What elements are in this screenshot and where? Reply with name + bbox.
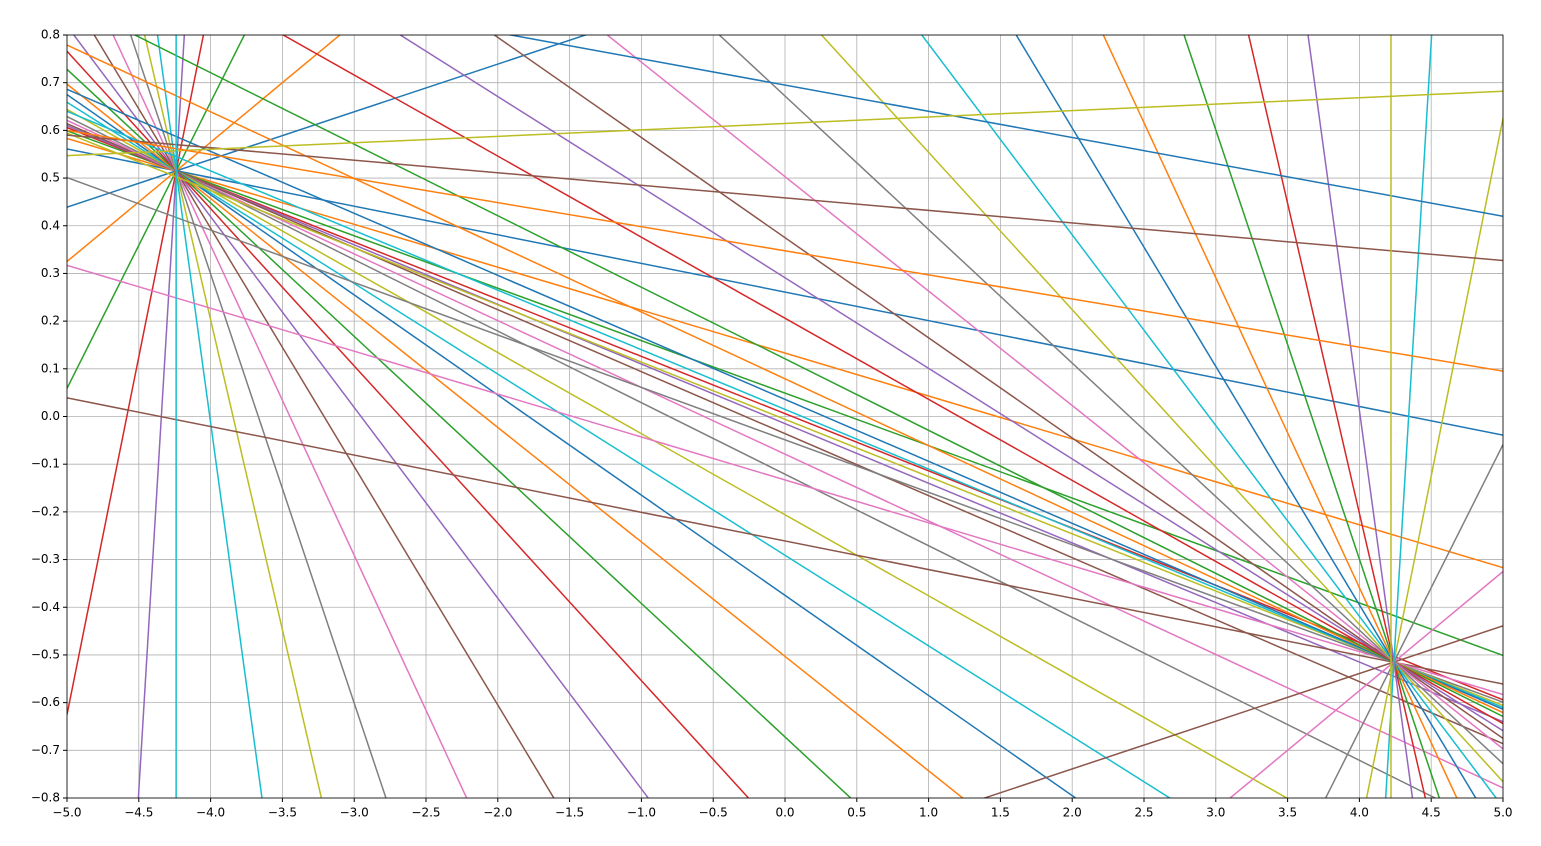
line [93, 35, 555, 798]
line [506, 35, 1503, 217]
line [112, 35, 468, 798]
y-tick-label: −0.6 [31, 695, 60, 709]
line [133, 35, 1503, 718]
x-tick-label: 0.5 [847, 806, 866, 820]
x-tick-label: −0.5 [699, 806, 728, 820]
line [67, 110, 1503, 709]
line [982, 625, 1503, 798]
y-tick-label: 0.4 [41, 218, 60, 232]
x-tick-label: −4.0 [196, 806, 225, 820]
line [1247, 35, 1427, 798]
x-tick-label: 4.5 [1422, 806, 1441, 820]
x-tick-label: 3.0 [1206, 806, 1225, 820]
x-tick-label: −2.5 [411, 806, 440, 820]
line [718, 35, 1503, 765]
line [129, 35, 387, 798]
line [67, 119, 1503, 789]
line [67, 130, 1503, 657]
line [67, 88, 1503, 710]
y-tick-label: −0.7 [31, 743, 60, 757]
line [67, 90, 1503, 157]
x-tick-label: −3.0 [340, 806, 369, 820]
y-tick-label: 0.7 [41, 75, 60, 89]
line [820, 35, 1503, 783]
y-tick-label: 0.5 [41, 171, 60, 185]
y-tick-label: −0.4 [31, 600, 60, 614]
line [67, 123, 1503, 745]
x-tick-label: −1.5 [555, 806, 584, 820]
y-tick-label: 0.6 [41, 123, 60, 137]
line [1183, 35, 1441, 798]
axes-frame [66, 34, 1504, 799]
y-tick-label: −0.1 [31, 457, 60, 471]
x-tick-label: 2.5 [1134, 806, 1153, 820]
line [67, 264, 1503, 696]
plot-area [67, 35, 1503, 798]
line [920, 35, 1498, 798]
x-tick-label: 0.0 [775, 806, 794, 820]
y-tick-label: −0.8 [31, 791, 60, 805]
line [67, 35, 588, 208]
x-tick-label: 2.0 [1063, 806, 1082, 820]
x-tick-label: −5.0 [52, 806, 81, 820]
y-tick-label: 0.8 [41, 28, 60, 42]
line [67, 115, 1437, 798]
line [67, 93, 1077, 798]
x-tick-label: −1.0 [627, 806, 656, 820]
line [1228, 570, 1503, 798]
y-tick-label: 0.2 [41, 314, 60, 328]
line [67, 132, 1503, 707]
y-tick-label: 0.1 [41, 361, 60, 375]
line [67, 148, 1503, 436]
line [67, 108, 1289, 798]
x-tick-label: 1.5 [991, 806, 1010, 820]
y-tick-label: 0.0 [41, 409, 60, 423]
x-tick-label: 4.0 [1350, 806, 1369, 820]
x-tick-label: 3.5 [1278, 806, 1297, 820]
line [606, 35, 1503, 750]
x-tick-label: −4.5 [124, 806, 153, 820]
x-tick-label: 1.0 [919, 806, 938, 820]
x-tick-label: 5.0 [1493, 806, 1512, 820]
line [1015, 35, 1477, 798]
line [67, 129, 1503, 372]
line [67, 126, 1503, 701]
line [281, 35, 1503, 725]
line [67, 83, 964, 798]
line [143, 35, 323, 798]
line [67, 35, 342, 263]
line [67, 68, 852, 798]
line [493, 35, 1503, 740]
line [398, 35, 1503, 732]
line [1102, 35, 1458, 798]
line [67, 134, 1503, 262]
line [67, 397, 1503, 685]
line [67, 176, 1503, 703]
y-tick-label: 0.3 [41, 266, 60, 280]
line [67, 101, 1172, 798]
line [67, 50, 750, 798]
y-tick-label: −0.2 [31, 504, 60, 518]
x-tick-label: −3.5 [268, 806, 297, 820]
line [72, 35, 650, 798]
y-tick-label: −0.3 [31, 552, 60, 566]
x-tick-label: −2.0 [483, 806, 512, 820]
y-tick-label: −0.5 [31, 647, 60, 661]
